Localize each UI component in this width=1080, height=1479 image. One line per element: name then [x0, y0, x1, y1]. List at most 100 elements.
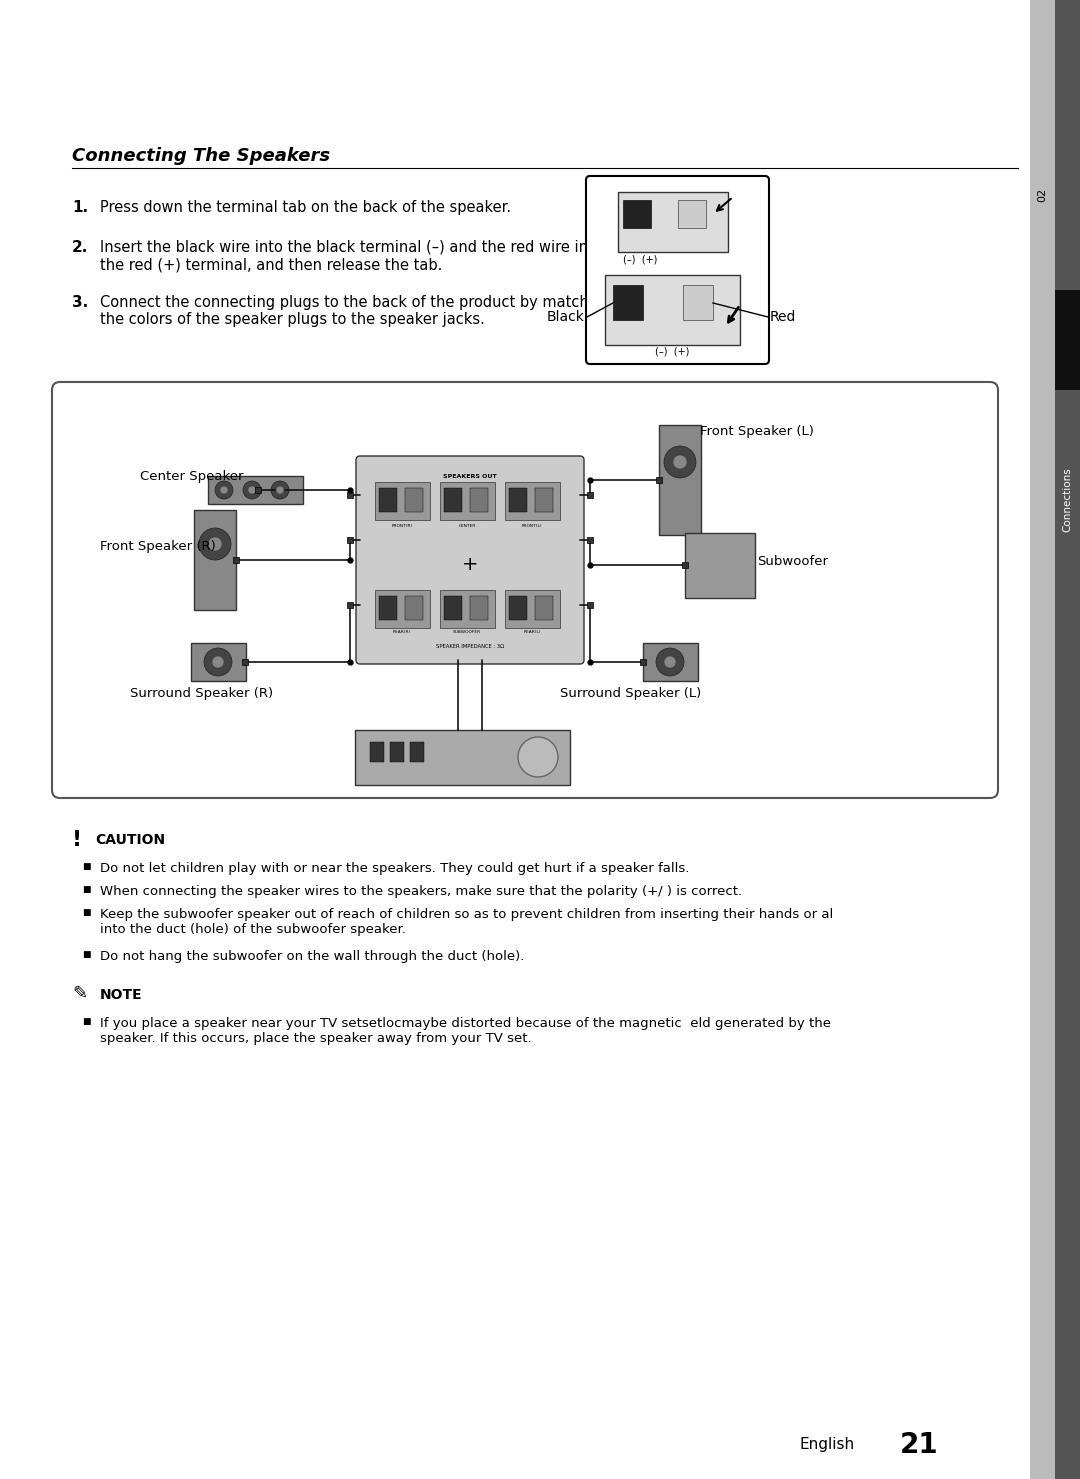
Bar	[588, 602, 593, 608]
Bar	[535, 596, 553, 620]
Bar	[191, 643, 246, 680]
Circle shape	[271, 481, 289, 498]
Circle shape	[220, 487, 228, 494]
Text: FRONT(L): FRONT(L)	[522, 524, 542, 528]
Bar	[656, 478, 662, 484]
Text: Connecting The Speakers: Connecting The Speakers	[72, 146, 330, 166]
Text: Center Speaker: Center Speaker	[140, 470, 243, 484]
Bar	[194, 510, 237, 609]
Text: Do not let children play with or near the speakers. They could get hurt if a spe: Do not let children play with or near th…	[100, 862, 689, 876]
Circle shape	[673, 456, 687, 469]
Text: Black: Black	[548, 311, 585, 324]
Bar	[509, 596, 527, 620]
Circle shape	[518, 737, 558, 776]
Text: 3.: 3.	[72, 294, 89, 311]
Text: SPEAKER IMPEDANCE : 3Ω: SPEAKER IMPEDANCE : 3Ω	[436, 643, 504, 649]
Text: !: !	[72, 830, 82, 850]
Circle shape	[243, 481, 261, 498]
Text: SPEAKERS OUT: SPEAKERS OUT	[443, 473, 497, 479]
Bar	[605, 275, 740, 345]
Bar	[470, 488, 488, 512]
Text: When connecting the speaker wires to the speakers, make sure that the polarity (: When connecting the speaker wires to the…	[100, 884, 742, 898]
Bar	[509, 488, 527, 512]
Text: Surround Speaker (R): Surround Speaker (R)	[130, 688, 273, 700]
Bar	[1055, 290, 1080, 390]
Circle shape	[664, 657, 676, 669]
Circle shape	[664, 447, 696, 478]
Bar	[659, 424, 701, 535]
Bar	[588, 493, 593, 498]
Bar	[440, 482, 495, 521]
Text: ■: ■	[82, 908, 91, 917]
Text: 21: 21	[900, 1432, 939, 1458]
Bar	[440, 590, 495, 629]
Text: Keep the subwoofer speaker out of reach of children so as to prevent children fr: Keep the subwoofer speaker out of reach …	[100, 908, 834, 936]
Text: FRONT(R): FRONT(R)	[391, 524, 413, 528]
Text: ■: ■	[82, 1018, 91, 1026]
Bar	[681, 562, 688, 568]
Text: 2.: 2.	[72, 240, 89, 254]
Text: If you place a speaker near your TV setsetlocmaybe distorted because of the magn: If you place a speaker near your TV sets…	[100, 1018, 831, 1046]
Circle shape	[276, 487, 284, 494]
Text: CENTER: CENTER	[458, 524, 475, 528]
Bar	[355, 731, 570, 785]
Bar	[444, 596, 462, 620]
Text: Front Speaker (R): Front Speaker (R)	[100, 540, 216, 553]
Bar	[613, 285, 643, 319]
Bar	[685, 532, 755, 598]
Circle shape	[208, 537, 222, 552]
Text: REAR(R): REAR(R)	[393, 630, 411, 634]
Bar	[535, 488, 553, 512]
Text: Press down the terminal tab on the back of the speaker.: Press down the terminal tab on the back …	[100, 200, 511, 214]
Bar	[375, 590, 430, 629]
Text: Connections: Connections	[1062, 467, 1072, 532]
Bar	[405, 488, 423, 512]
Bar	[1030, 0, 1055, 1479]
Text: CAUTION: CAUTION	[95, 833, 165, 847]
Bar	[255, 487, 261, 493]
Bar	[618, 192, 728, 251]
Text: ■: ■	[82, 862, 91, 871]
Text: +: +	[462, 556, 478, 574]
Text: SUBWOOFER: SUBWOOFER	[453, 630, 481, 634]
Bar	[208, 476, 303, 504]
Bar	[410, 742, 424, 762]
Text: Subwoofer: Subwoofer	[757, 555, 828, 568]
Bar	[233, 558, 239, 563]
Text: ■: ■	[82, 950, 91, 958]
Text: Surround Speaker (L): Surround Speaker (L)	[561, 688, 701, 700]
Circle shape	[248, 487, 256, 494]
Bar	[379, 488, 397, 512]
Text: REAR(L): REAR(L)	[523, 630, 541, 634]
Text: (–)  (+): (–) (+)	[623, 254, 658, 263]
Bar	[347, 602, 353, 608]
Bar	[370, 742, 384, 762]
Text: ■: ■	[82, 884, 91, 893]
Bar	[470, 596, 488, 620]
Bar	[683, 285, 713, 319]
Bar	[390, 742, 404, 762]
Circle shape	[212, 657, 224, 669]
Circle shape	[656, 648, 684, 676]
FancyBboxPatch shape	[52, 382, 998, 799]
Text: Insert the black wire into the black terminal (–) and the red wire into
the red : Insert the black wire into the black ter…	[100, 240, 603, 272]
FancyBboxPatch shape	[356, 456, 584, 664]
Text: Red: Red	[770, 311, 796, 324]
FancyBboxPatch shape	[586, 176, 769, 364]
Text: Front Speaker (L): Front Speaker (L)	[700, 424, 814, 438]
Text: ✎: ✎	[72, 985, 87, 1003]
Bar	[643, 643, 698, 680]
Bar	[623, 200, 651, 228]
Bar	[347, 493, 353, 498]
Text: Do not hang the subwoofer on the wall through the duct (hole).: Do not hang the subwoofer on the wall th…	[100, 950, 525, 963]
Bar	[444, 488, 462, 512]
Bar	[347, 537, 353, 543]
Bar	[678, 200, 706, 228]
Bar	[588, 537, 593, 543]
Circle shape	[204, 648, 232, 676]
Text: 02: 02	[1037, 188, 1047, 203]
Circle shape	[199, 528, 231, 561]
Bar	[405, 596, 423, 620]
Bar	[375, 482, 430, 521]
Bar	[640, 660, 646, 666]
